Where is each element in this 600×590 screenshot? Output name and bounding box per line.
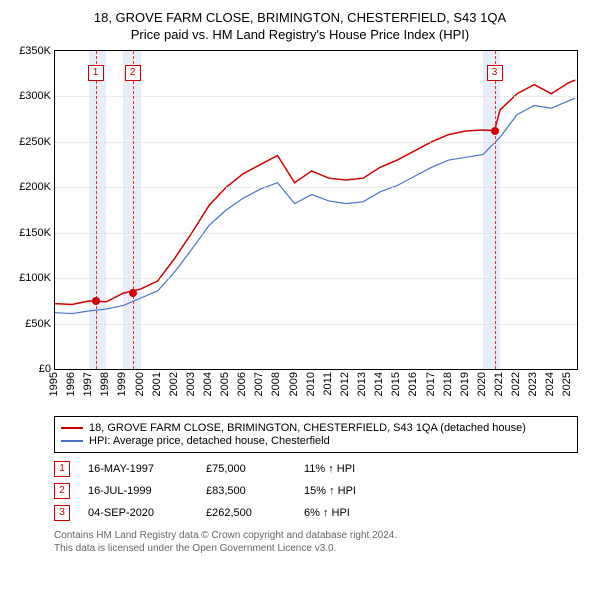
attribution: Contains HM Land Registry data © Crown c… — [54, 529, 578, 555]
event-row: 3 04-SEP-2020 £262,500 6% ↑ HPI — [54, 505, 578, 521]
event-price: £75,000 — [206, 463, 286, 475]
legend-label: HPI: Average price, detached house, Ches… — [89, 435, 330, 447]
legend-swatch — [61, 440, 83, 442]
sale-marker — [129, 289, 137, 297]
x-tick-label: 2004 — [202, 372, 214, 396]
x-tick-label: 2010 — [305, 372, 317, 396]
x-tick-label: 2014 — [373, 372, 385, 396]
y-tick-label: £50K — [25, 318, 51, 330]
event-badge: 1 — [54, 461, 70, 477]
x-tick-label: 2008 — [270, 372, 282, 396]
event-date: 16-MAY-1997 — [88, 463, 188, 475]
event-badge: 2 — [54, 483, 70, 499]
x-tick-label: 2020 — [476, 372, 488, 396]
legend-label: 18, GROVE FARM CLOSE, BRIMINGTON, CHESTE… — [89, 422, 526, 434]
event-date: 04-SEP-2020 — [88, 507, 188, 519]
x-tick-label: 2013 — [356, 372, 368, 396]
x-tick-label: 2022 — [510, 372, 522, 396]
x-tick-label: 2003 — [185, 372, 197, 396]
callout-badge: 2 — [125, 65, 141, 81]
sale-marker — [491, 127, 499, 135]
event-badge: 3 — [54, 505, 70, 521]
x-tick-label: 1998 — [99, 372, 111, 396]
x-tick-label: 1996 — [65, 372, 77, 396]
x-axis: 1995199619971998199920002001200220032004… — [54, 370, 578, 410]
x-tick-label: 2024 — [544, 372, 556, 396]
x-tick-label: 1999 — [116, 372, 128, 396]
x-tick-label: 2007 — [253, 372, 265, 396]
y-tick-label: £350K — [19, 45, 51, 57]
event-row: 2 16-JUL-1999 £83,500 15% ↑ HPI — [54, 483, 578, 499]
x-tick-label: 2009 — [288, 372, 300, 396]
footer-line1: Contains HM Land Registry data © Crown c… — [54, 529, 578, 542]
event-price: £262,500 — [206, 507, 286, 519]
chart-container: 18, GROVE FARM CLOSE, BRIMINGTON, CHESTE… — [0, 0, 600, 565]
x-tick-label: 2002 — [168, 372, 180, 396]
event-row: 1 16-MAY-1997 £75,000 11% ↑ HPI — [54, 461, 578, 477]
y-tick-label: £100K — [19, 272, 51, 284]
legend-row: HPI: Average price, detached house, Ches… — [61, 435, 571, 447]
x-tick-label: 2005 — [219, 372, 231, 396]
event-pct: 15% ↑ HPI — [304, 485, 356, 497]
legend: 18, GROVE FARM CLOSE, BRIMINGTON, CHESTE… — [54, 416, 578, 453]
y-tick-label: £250K — [19, 136, 51, 148]
legend-swatch — [61, 427, 83, 429]
x-tick-label: 2023 — [527, 372, 539, 396]
x-tick-label: 2019 — [459, 372, 471, 396]
event-pct: 11% ↑ HPI — [304, 463, 355, 475]
title: 18, GROVE FARM CLOSE, BRIMINGTON, CHESTE… — [12, 10, 588, 25]
sale-marker — [92, 297, 100, 305]
callout-badge: 1 — [88, 65, 104, 81]
x-tick-label: 2025 — [561, 372, 573, 396]
x-tick-label: 2017 — [425, 372, 437, 396]
y-tick-label: £150K — [19, 227, 51, 239]
y-tick-label: £300K — [19, 90, 51, 102]
event-pct: 6% ↑ HPI — [304, 507, 350, 519]
callout-badge: 3 — [487, 65, 503, 81]
events-table: 1 16-MAY-1997 £75,000 11% ↑ HPI 2 16-JUL-1999… — [54, 461, 578, 521]
x-tick-label: 2000 — [134, 372, 146, 396]
plot-area: £0£50K£100K£150K£200K£250K£300K£350K123 — [54, 50, 578, 370]
x-tick-label: 2015 — [390, 372, 402, 396]
footer-line2: This data is licensed under the Open Gov… — [54, 542, 578, 555]
x-tick-label: 2016 — [407, 372, 419, 396]
x-tick-label: 1995 — [48, 372, 60, 396]
x-tick-label: 1997 — [82, 372, 94, 396]
x-tick-label: 2018 — [442, 372, 454, 396]
x-tick-label: 2012 — [339, 372, 351, 396]
event-price: £83,500 — [206, 485, 286, 497]
event-date: 16-JUL-1999 — [88, 485, 188, 497]
subtitle: Price paid vs. HM Land Registry's House … — [12, 27, 588, 42]
legend-row: 18, GROVE FARM CLOSE, BRIMINGTON, CHESTE… — [61, 422, 571, 434]
x-tick-label: 2011 — [322, 372, 334, 396]
y-tick-label: £200K — [19, 181, 51, 193]
x-tick-label: 2006 — [236, 372, 248, 396]
x-tick-label: 2021 — [493, 372, 505, 396]
x-tick-label: 2001 — [151, 372, 163, 396]
